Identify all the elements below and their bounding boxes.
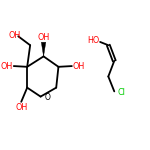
Text: OH: OH [1,61,13,70]
Text: OH: OH [72,61,85,70]
Text: Cl: Cl [118,88,126,97]
Text: OH: OH [15,102,27,111]
Polygon shape [41,42,46,56]
Text: O: O [45,93,51,102]
Text: OH: OH [8,31,21,40]
Text: OH: OH [38,33,50,42]
Text: HO: HO [87,36,99,45]
